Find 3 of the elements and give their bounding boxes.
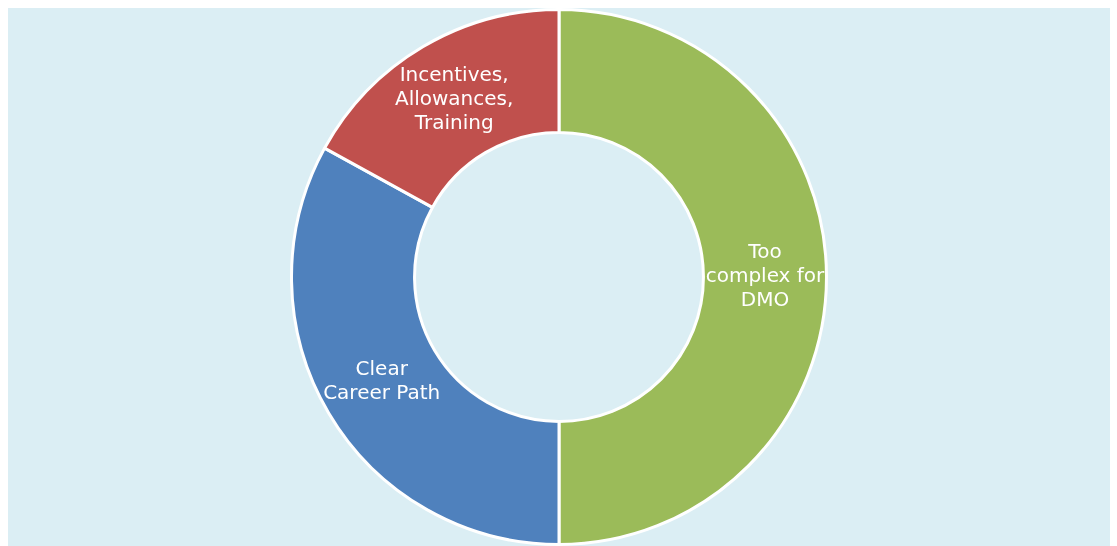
slice-label: Clear Career Path: [323, 356, 441, 405]
slice-label: Incentives, Allowances, Training: [394, 61, 514, 134]
slice-label: Too complex for DMO: [705, 239, 826, 312]
